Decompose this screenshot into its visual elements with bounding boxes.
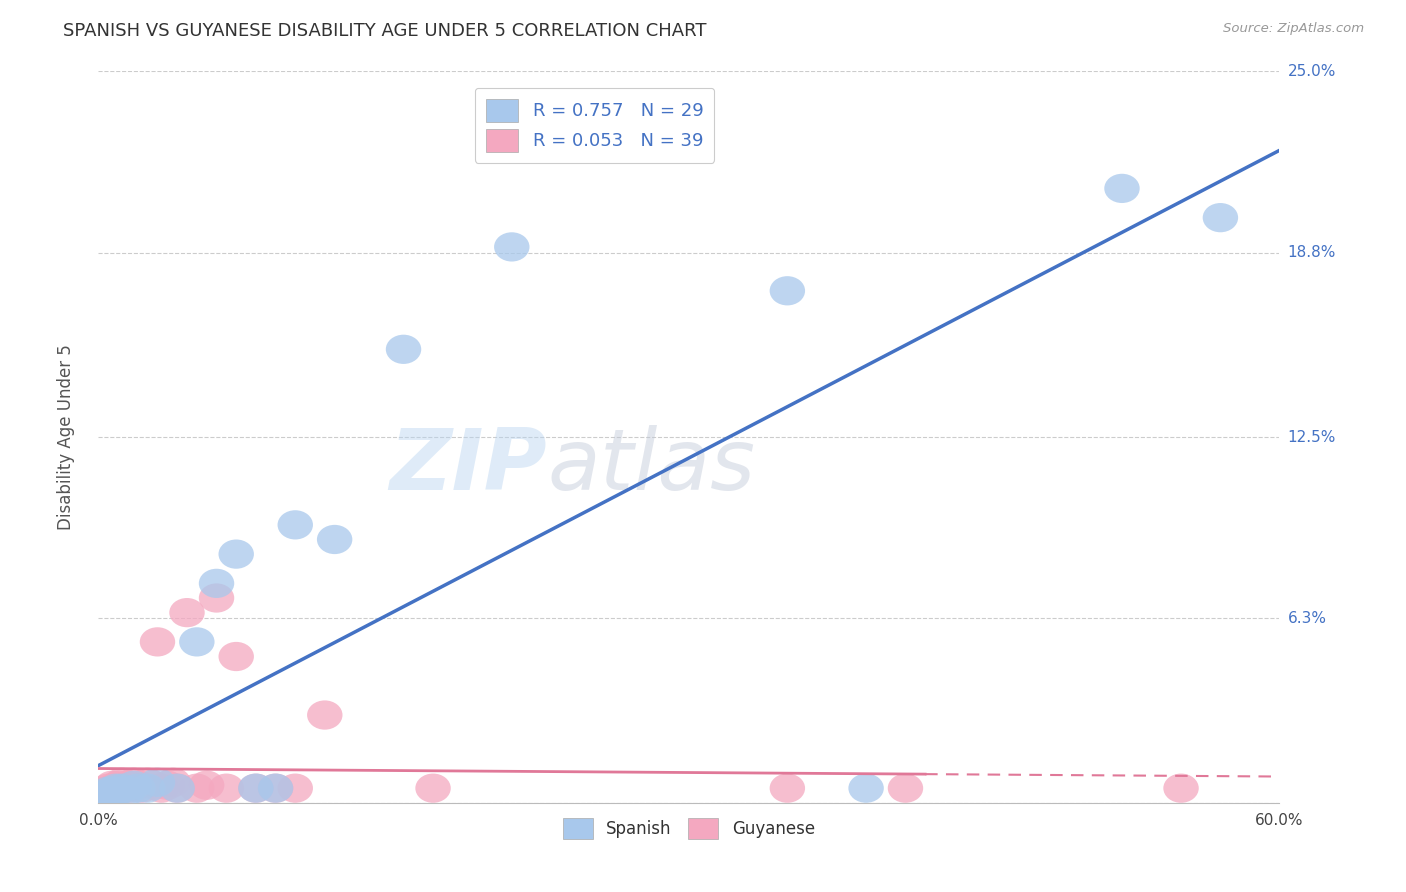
- Ellipse shape: [129, 773, 166, 803]
- Ellipse shape: [117, 768, 152, 797]
- Ellipse shape: [139, 768, 176, 797]
- Ellipse shape: [1104, 174, 1140, 203]
- Ellipse shape: [218, 642, 254, 671]
- Ellipse shape: [385, 334, 422, 364]
- Ellipse shape: [97, 780, 132, 809]
- Ellipse shape: [218, 540, 254, 569]
- Ellipse shape: [179, 627, 215, 657]
- Ellipse shape: [156, 768, 191, 797]
- Ellipse shape: [87, 780, 122, 809]
- Ellipse shape: [89, 780, 124, 809]
- Ellipse shape: [159, 773, 195, 803]
- Ellipse shape: [188, 771, 225, 800]
- Text: ZIP: ZIP: [389, 425, 547, 508]
- Ellipse shape: [136, 771, 172, 800]
- Ellipse shape: [179, 773, 215, 803]
- Ellipse shape: [257, 773, 294, 803]
- Text: 18.8%: 18.8%: [1288, 245, 1336, 260]
- Ellipse shape: [107, 773, 142, 803]
- Ellipse shape: [104, 773, 139, 803]
- Ellipse shape: [100, 776, 136, 805]
- Ellipse shape: [494, 232, 530, 261]
- Ellipse shape: [120, 771, 156, 800]
- Text: 12.5%: 12.5%: [1288, 430, 1336, 444]
- Ellipse shape: [238, 773, 274, 803]
- Ellipse shape: [110, 771, 146, 800]
- Text: atlas: atlas: [547, 425, 755, 508]
- Ellipse shape: [277, 510, 314, 540]
- Ellipse shape: [198, 569, 235, 598]
- Ellipse shape: [104, 768, 139, 797]
- Ellipse shape: [120, 773, 156, 803]
- Ellipse shape: [110, 776, 146, 805]
- Ellipse shape: [887, 773, 924, 803]
- Ellipse shape: [94, 776, 129, 805]
- Text: Source: ZipAtlas.com: Source: ZipAtlas.com: [1223, 22, 1364, 36]
- Ellipse shape: [238, 773, 274, 803]
- Ellipse shape: [169, 598, 205, 627]
- Legend: Spanish, Guyanese: Spanish, Guyanese: [557, 811, 821, 846]
- Ellipse shape: [124, 773, 159, 803]
- Text: SPANISH VS GUYANESE DISABILITY AGE UNDER 5 CORRELATION CHART: SPANISH VS GUYANESE DISABILITY AGE UNDER…: [63, 22, 707, 40]
- Ellipse shape: [277, 773, 314, 803]
- Ellipse shape: [257, 773, 294, 803]
- Ellipse shape: [198, 583, 235, 613]
- Ellipse shape: [117, 771, 152, 800]
- Ellipse shape: [307, 700, 343, 730]
- Ellipse shape: [84, 782, 120, 812]
- Ellipse shape: [90, 776, 127, 805]
- Ellipse shape: [93, 776, 128, 805]
- Ellipse shape: [129, 768, 166, 797]
- Ellipse shape: [112, 773, 148, 803]
- Ellipse shape: [769, 773, 806, 803]
- Ellipse shape: [97, 773, 132, 803]
- Ellipse shape: [848, 773, 884, 803]
- Ellipse shape: [90, 773, 127, 803]
- Ellipse shape: [769, 277, 806, 305]
- Ellipse shape: [1202, 203, 1239, 232]
- Ellipse shape: [103, 773, 138, 803]
- Ellipse shape: [159, 773, 195, 803]
- Ellipse shape: [139, 627, 176, 657]
- Ellipse shape: [1163, 773, 1199, 803]
- Ellipse shape: [94, 771, 129, 800]
- Ellipse shape: [84, 780, 120, 809]
- Y-axis label: Disability Age Under 5: Disability Age Under 5: [56, 344, 75, 530]
- Ellipse shape: [100, 771, 136, 800]
- Ellipse shape: [98, 776, 134, 805]
- Text: 6.3%: 6.3%: [1288, 611, 1327, 626]
- Ellipse shape: [415, 773, 451, 803]
- Ellipse shape: [93, 780, 128, 809]
- Ellipse shape: [83, 782, 118, 812]
- Ellipse shape: [98, 773, 134, 803]
- Ellipse shape: [149, 771, 186, 800]
- Ellipse shape: [89, 780, 124, 809]
- Ellipse shape: [316, 524, 353, 554]
- Ellipse shape: [87, 776, 122, 805]
- Ellipse shape: [143, 773, 179, 803]
- Ellipse shape: [208, 773, 245, 803]
- Text: 25.0%: 25.0%: [1288, 64, 1336, 78]
